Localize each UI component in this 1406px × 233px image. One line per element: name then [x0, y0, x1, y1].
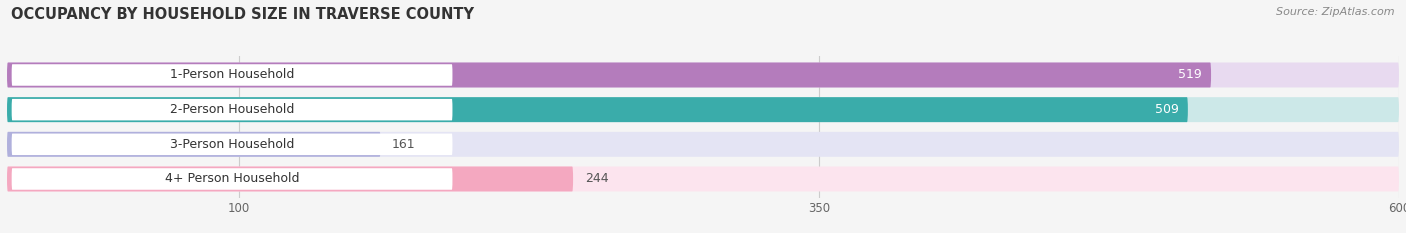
- FancyBboxPatch shape: [7, 62, 1399, 87]
- Text: 2-Person Household: 2-Person Household: [170, 103, 294, 116]
- FancyBboxPatch shape: [7, 167, 574, 192]
- Text: 161: 161: [392, 138, 416, 151]
- FancyBboxPatch shape: [7, 132, 1399, 157]
- FancyBboxPatch shape: [7, 97, 1399, 122]
- Text: 4+ Person Household: 4+ Person Household: [165, 172, 299, 185]
- FancyBboxPatch shape: [7, 62, 1211, 87]
- FancyBboxPatch shape: [11, 64, 453, 86]
- Text: 1-Person Household: 1-Person Household: [170, 69, 294, 82]
- Text: Source: ZipAtlas.com: Source: ZipAtlas.com: [1277, 7, 1395, 17]
- FancyBboxPatch shape: [11, 99, 453, 120]
- Text: 3-Person Household: 3-Person Household: [170, 138, 294, 151]
- Text: 244: 244: [585, 172, 609, 185]
- Text: 509: 509: [1154, 103, 1178, 116]
- Text: 519: 519: [1178, 69, 1202, 82]
- Text: OCCUPANCY BY HOUSEHOLD SIZE IN TRAVERSE COUNTY: OCCUPANCY BY HOUSEHOLD SIZE IN TRAVERSE …: [11, 7, 474, 22]
- FancyBboxPatch shape: [7, 132, 381, 157]
- FancyBboxPatch shape: [7, 167, 1399, 192]
- FancyBboxPatch shape: [11, 168, 453, 190]
- FancyBboxPatch shape: [7, 97, 1188, 122]
- FancyBboxPatch shape: [11, 134, 453, 155]
